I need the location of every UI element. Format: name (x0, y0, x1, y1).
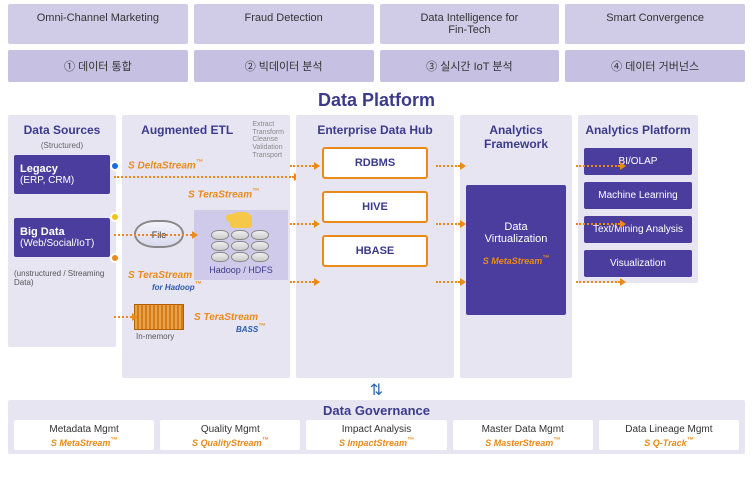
gov-quality: Quality Mgmt S QualityStream™ (160, 420, 300, 450)
step-2: ② 빅데이터 분석 (194, 50, 374, 82)
arrow-icon (576, 281, 620, 283)
step-4: ④ 데이터 거버넌스 (565, 50, 745, 82)
analytics-bi: BI/OLAP (584, 148, 692, 175)
gov-brand: S QualityStream™ (162, 437, 298, 448)
hbase-box: HBASE (322, 235, 428, 267)
arrow-icon (114, 176, 294, 178)
gov-lineage: Data Lineage Mgmt S Q-Track™ (599, 420, 739, 450)
bigdata-sub: (Web/Social/IoT) (20, 238, 94, 249)
step-3: ③ 실시간 IoT 분석 (380, 50, 560, 82)
step-1: ① 데이터 통합 (8, 50, 188, 82)
deltastream-brand: S DeltaStream™ (128, 159, 284, 171)
bigdata-box: Big Data (Web/Social/IoT) (14, 218, 110, 257)
etl-sub: Extract Transform Cleanse Validation Tra… (252, 121, 284, 159)
top-categories-row: Omni-Channel Marketing Fraud Detection D… (0, 0, 753, 46)
arrow-icon (114, 316, 132, 318)
sources-sub: (Structured) (41, 141, 83, 150)
inmemory-label: In-memory (136, 332, 174, 341)
hadoop-box: Hadoop / HDFS (194, 210, 288, 280)
analytics-column: Analytics Platform BI/OLAP Machine Learn… (578, 115, 698, 378)
terastream-brand: S TeraStream™ (188, 188, 259, 200)
arrow-icon (436, 281, 460, 283)
arrow-icon (576, 223, 620, 225)
cat-fintech: Data Intelligence for Fin-Tech (380, 4, 560, 44)
hadoop-elephant-icon (230, 212, 252, 228)
hub-column: Enterprise Data Hub RDBMS HIVE HBASE (296, 115, 454, 378)
gov-master: Master Data Mgmt S MasterStream™ (453, 420, 593, 450)
sources-header: Data Sources (Structured) (14, 121, 110, 155)
cat-fraud: Fraud Detection (194, 4, 374, 44)
bigdata-title: Big Data (20, 226, 65, 238)
inmemory-icon (134, 304, 184, 330)
gov-brand: S MetaStream™ (16, 437, 152, 448)
metastream-brand: S MetaStream™ (472, 255, 560, 266)
hive-box: HIVE (322, 191, 428, 223)
yellow-dot-icon (110, 212, 120, 222)
gov-label: Impact Analysis (308, 424, 444, 435)
gov-label: Quality Mgmt (162, 424, 298, 435)
arrow-icon (290, 165, 314, 167)
top-steps-row: ① 데이터 통합 ② 빅데이터 분석 ③ 실시간 IoT 분석 ④ 데이터 거버… (0, 46, 753, 84)
gov-brand: S Q-Track™ (601, 437, 737, 448)
gov-label: Metadata Mgmt (16, 424, 152, 435)
arrow-icon (290, 281, 314, 283)
arrow-icon (576, 165, 620, 167)
sources-note: (unstructured / Streaming Data) (14, 269, 110, 287)
legacy-title: Legacy (20, 163, 58, 175)
governance-panel: Data Governance Metadata Mgmt S MetaStre… (8, 400, 745, 454)
arrow-icon (114, 234, 192, 236)
analytics-text: Text/Mining Analysis (584, 216, 692, 243)
framework-column: Analytics Framework Data Virtualization … (460, 115, 572, 378)
gov-brand: S MasterStream™ (455, 437, 591, 448)
terastream-hadoop-brand: S TeraStream for Hadoop™ (128, 270, 202, 293)
virtualization-box: Data Virtualization S MetaStream™ (466, 185, 566, 315)
analytics-viz: Visualization (584, 250, 692, 277)
disk-stack-icon (211, 230, 271, 262)
analytics-ml: Machine Learning (584, 182, 692, 209)
etl-header: Augmented ETL (128, 121, 246, 141)
legacy-sub: (ERP, CRM) (20, 175, 74, 186)
arrow-icon (290, 223, 314, 225)
hadoop-label: Hadoop / HDFS (194, 265, 288, 275)
arrow-icon (436, 223, 460, 225)
platform-title: Data Platform (0, 90, 753, 111)
gov-metadata: Metadata Mgmt S MetaStream™ (14, 420, 154, 450)
sources-column: Data Sources (Structured) Legacy (ERP, C… (8, 115, 116, 378)
governance-row: Metadata Mgmt S MetaStream™ Quality Mgmt… (14, 420, 739, 450)
etl-diagram: File Hadoop / HDFS S TeraStream™ S TeraS… (128, 172, 284, 372)
gov-impact: Impact Analysis S ImpactStream™ (306, 420, 446, 450)
hub-header: Enterprise Data Hub (302, 121, 448, 141)
gov-label: Data Lineage Mgmt (601, 424, 737, 435)
main-area: Data Sources (Structured) Legacy (ERP, C… (0, 115, 753, 378)
legacy-box: Legacy (ERP, CRM) (14, 155, 110, 194)
terastream-bass-brand: S TeraStream BASS™ (194, 312, 265, 335)
cat-omnichannel: Omni-Channel Marketing (8, 4, 188, 44)
gov-label: Master Data Mgmt (455, 424, 591, 435)
rdbms-box: RDBMS (322, 147, 428, 179)
sources-header-text: Data Sources (24, 123, 101, 137)
virtualization-title: Data Virtualization (472, 221, 560, 245)
framework-header: Analytics Framework (466, 121, 566, 155)
blue-dot-icon (110, 161, 120, 171)
cat-convergence: Smart Convergence (565, 4, 745, 44)
governance-title: Data Governance (14, 403, 739, 418)
arrow-icon (436, 165, 460, 167)
governance-arrow-icon: ⇅ (0, 380, 753, 400)
etl-column: Augmented ETL Extract Transform Cleanse … (122, 115, 290, 378)
orange-dot-icon (110, 253, 120, 263)
analytics-header: Analytics Platform (584, 121, 692, 141)
gov-brand: S ImpactStream™ (308, 437, 444, 448)
